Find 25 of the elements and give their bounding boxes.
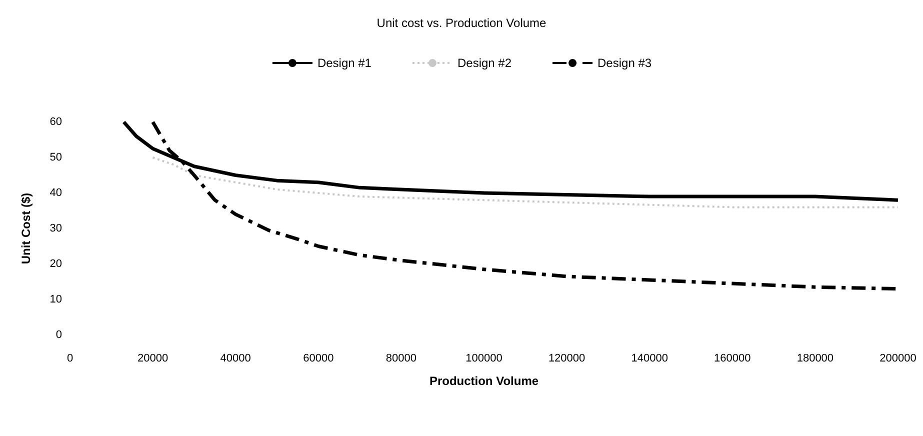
x-tick-label: 60000	[303, 352, 334, 364]
y-axis-title: Unit Cost ($)	[19, 192, 33, 264]
y-tick-label: 40	[50, 187, 62, 199]
x-tick-label: 40000	[220, 352, 251, 364]
line-series	[152, 156, 899, 208]
x-tick-label: 100000	[466, 352, 502, 364]
x-tick-label: 0	[66, 352, 74, 364]
y-tick-label: 50	[50, 152, 62, 164]
x-tick-label: 80000	[386, 352, 416, 364]
chart-title: Unit cost vs. Production Volume	[376, 16, 547, 30]
x-axis-title: Production Volume	[429, 374, 539, 388]
legend-label: Design #2	[457, 56, 512, 70]
y-tick-label: 0	[56, 329, 62, 341]
y-tick-label: 60	[50, 116, 62, 128]
x-tick-label: 200000	[880, 352, 916, 364]
y-tick-label: 20	[50, 258, 62, 270]
x-tick-label: 120000	[548, 352, 586, 364]
legend-label: Design #1	[317, 56, 372, 70]
legend-label: Design #3	[598, 56, 652, 70]
x-tick-label: 20000	[138, 352, 168, 364]
y-tick-label: 10	[50, 294, 62, 306]
x-tick-label: 160000	[714, 352, 751, 364]
y-tick-label: 30	[50, 222, 62, 234]
x-tick-label: 180000	[796, 352, 834, 364]
x-tick-label: 140000	[631, 352, 668, 364]
